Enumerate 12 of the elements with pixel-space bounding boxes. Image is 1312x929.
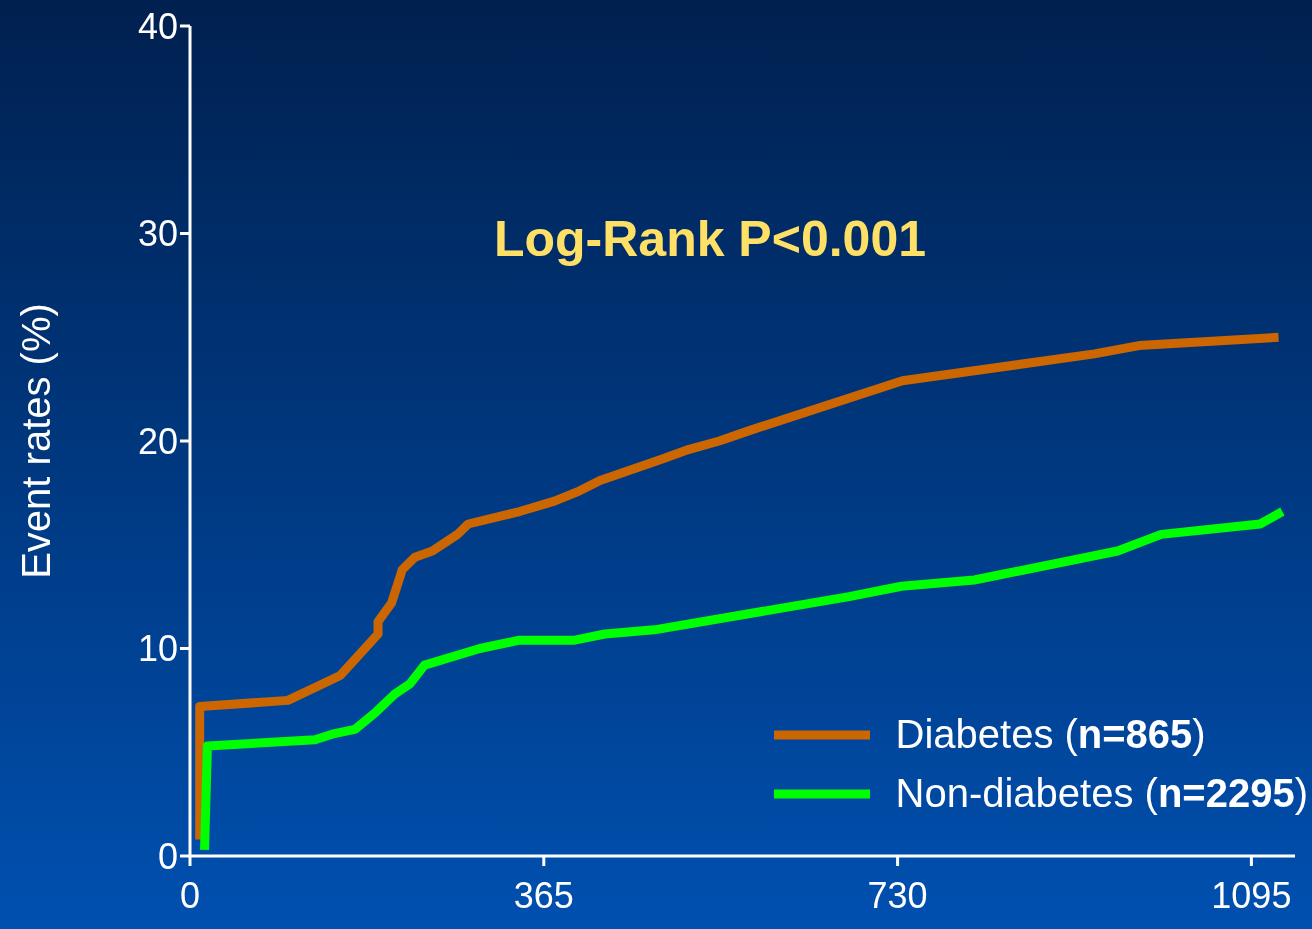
- y-tick-label: 20: [137, 420, 178, 462]
- y-tick-label: 0: [157, 835, 178, 877]
- y-axis-title: Event rates (%): [14, 303, 59, 579]
- legend-label: Diabetes (n=865): [895, 712, 1206, 757]
- y-tick-label: 10: [137, 628, 178, 670]
- x-tick-label: 1095: [1211, 874, 1292, 916]
- annotation: Log-Rank P<0.001: [492, 210, 928, 268]
- y-tick-label: 30: [137, 213, 178, 255]
- x-tick-label: 365: [513, 874, 574, 916]
- legend-label: Non-diabetes (n=2295): [895, 771, 1308, 816]
- y-tick-label: 40: [137, 5, 178, 47]
- x-tick-label: 730: [867, 874, 928, 916]
